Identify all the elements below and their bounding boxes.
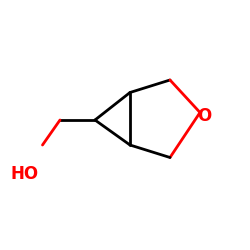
- Text: O: O: [196, 107, 211, 125]
- Text: HO: HO: [10, 165, 38, 183]
